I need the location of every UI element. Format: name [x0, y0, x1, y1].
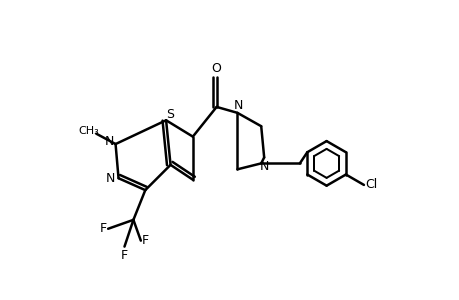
Text: N: N [259, 160, 269, 173]
Text: N: N [234, 99, 243, 112]
Text: CH₃: CH₃ [78, 126, 99, 136]
Text: F: F [121, 249, 128, 262]
Text: O: O [211, 62, 221, 75]
Text: Cl: Cl [364, 178, 377, 191]
Text: F: F [142, 234, 149, 247]
Text: S: S [166, 108, 174, 122]
Text: N: N [104, 135, 113, 148]
Text: N: N [105, 172, 115, 185]
Text: F: F [100, 222, 106, 235]
